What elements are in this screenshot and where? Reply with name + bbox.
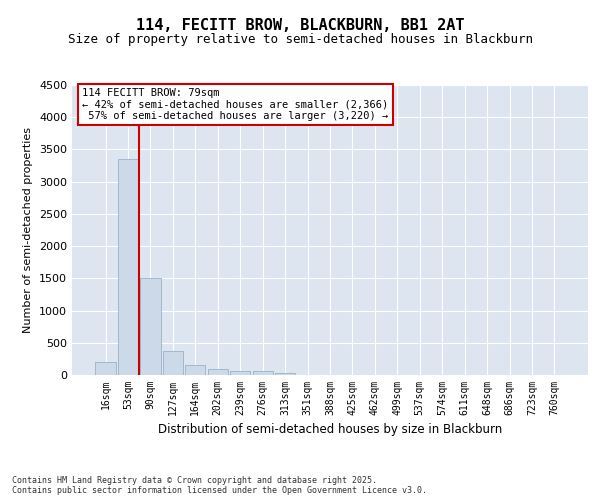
Bar xyxy=(118,159,138,375)
Bar xyxy=(275,373,295,375)
Bar xyxy=(163,351,183,375)
Bar xyxy=(140,278,161,375)
Text: Contains HM Land Registry data © Crown copyright and database right 2025.
Contai: Contains HM Land Registry data © Crown c… xyxy=(12,476,427,495)
Bar xyxy=(230,371,250,375)
Y-axis label: Number of semi-detached properties: Number of semi-detached properties xyxy=(23,127,34,333)
X-axis label: Distribution of semi-detached houses by size in Blackburn: Distribution of semi-detached houses by … xyxy=(158,424,502,436)
Bar xyxy=(185,365,205,375)
Text: 114, FECITT BROW, BLACKBURN, BB1 2AT: 114, FECITT BROW, BLACKBURN, BB1 2AT xyxy=(136,18,464,32)
Bar xyxy=(253,372,273,375)
Bar xyxy=(208,369,228,375)
Bar xyxy=(95,362,116,375)
Text: 114 FECITT BROW: 79sqm
← 42% of semi-detached houses are smaller (2,366)
 57% of: 114 FECITT BROW: 79sqm ← 42% of semi-det… xyxy=(82,88,389,121)
Text: Size of property relative to semi-detached houses in Blackburn: Size of property relative to semi-detach… xyxy=(67,32,533,46)
